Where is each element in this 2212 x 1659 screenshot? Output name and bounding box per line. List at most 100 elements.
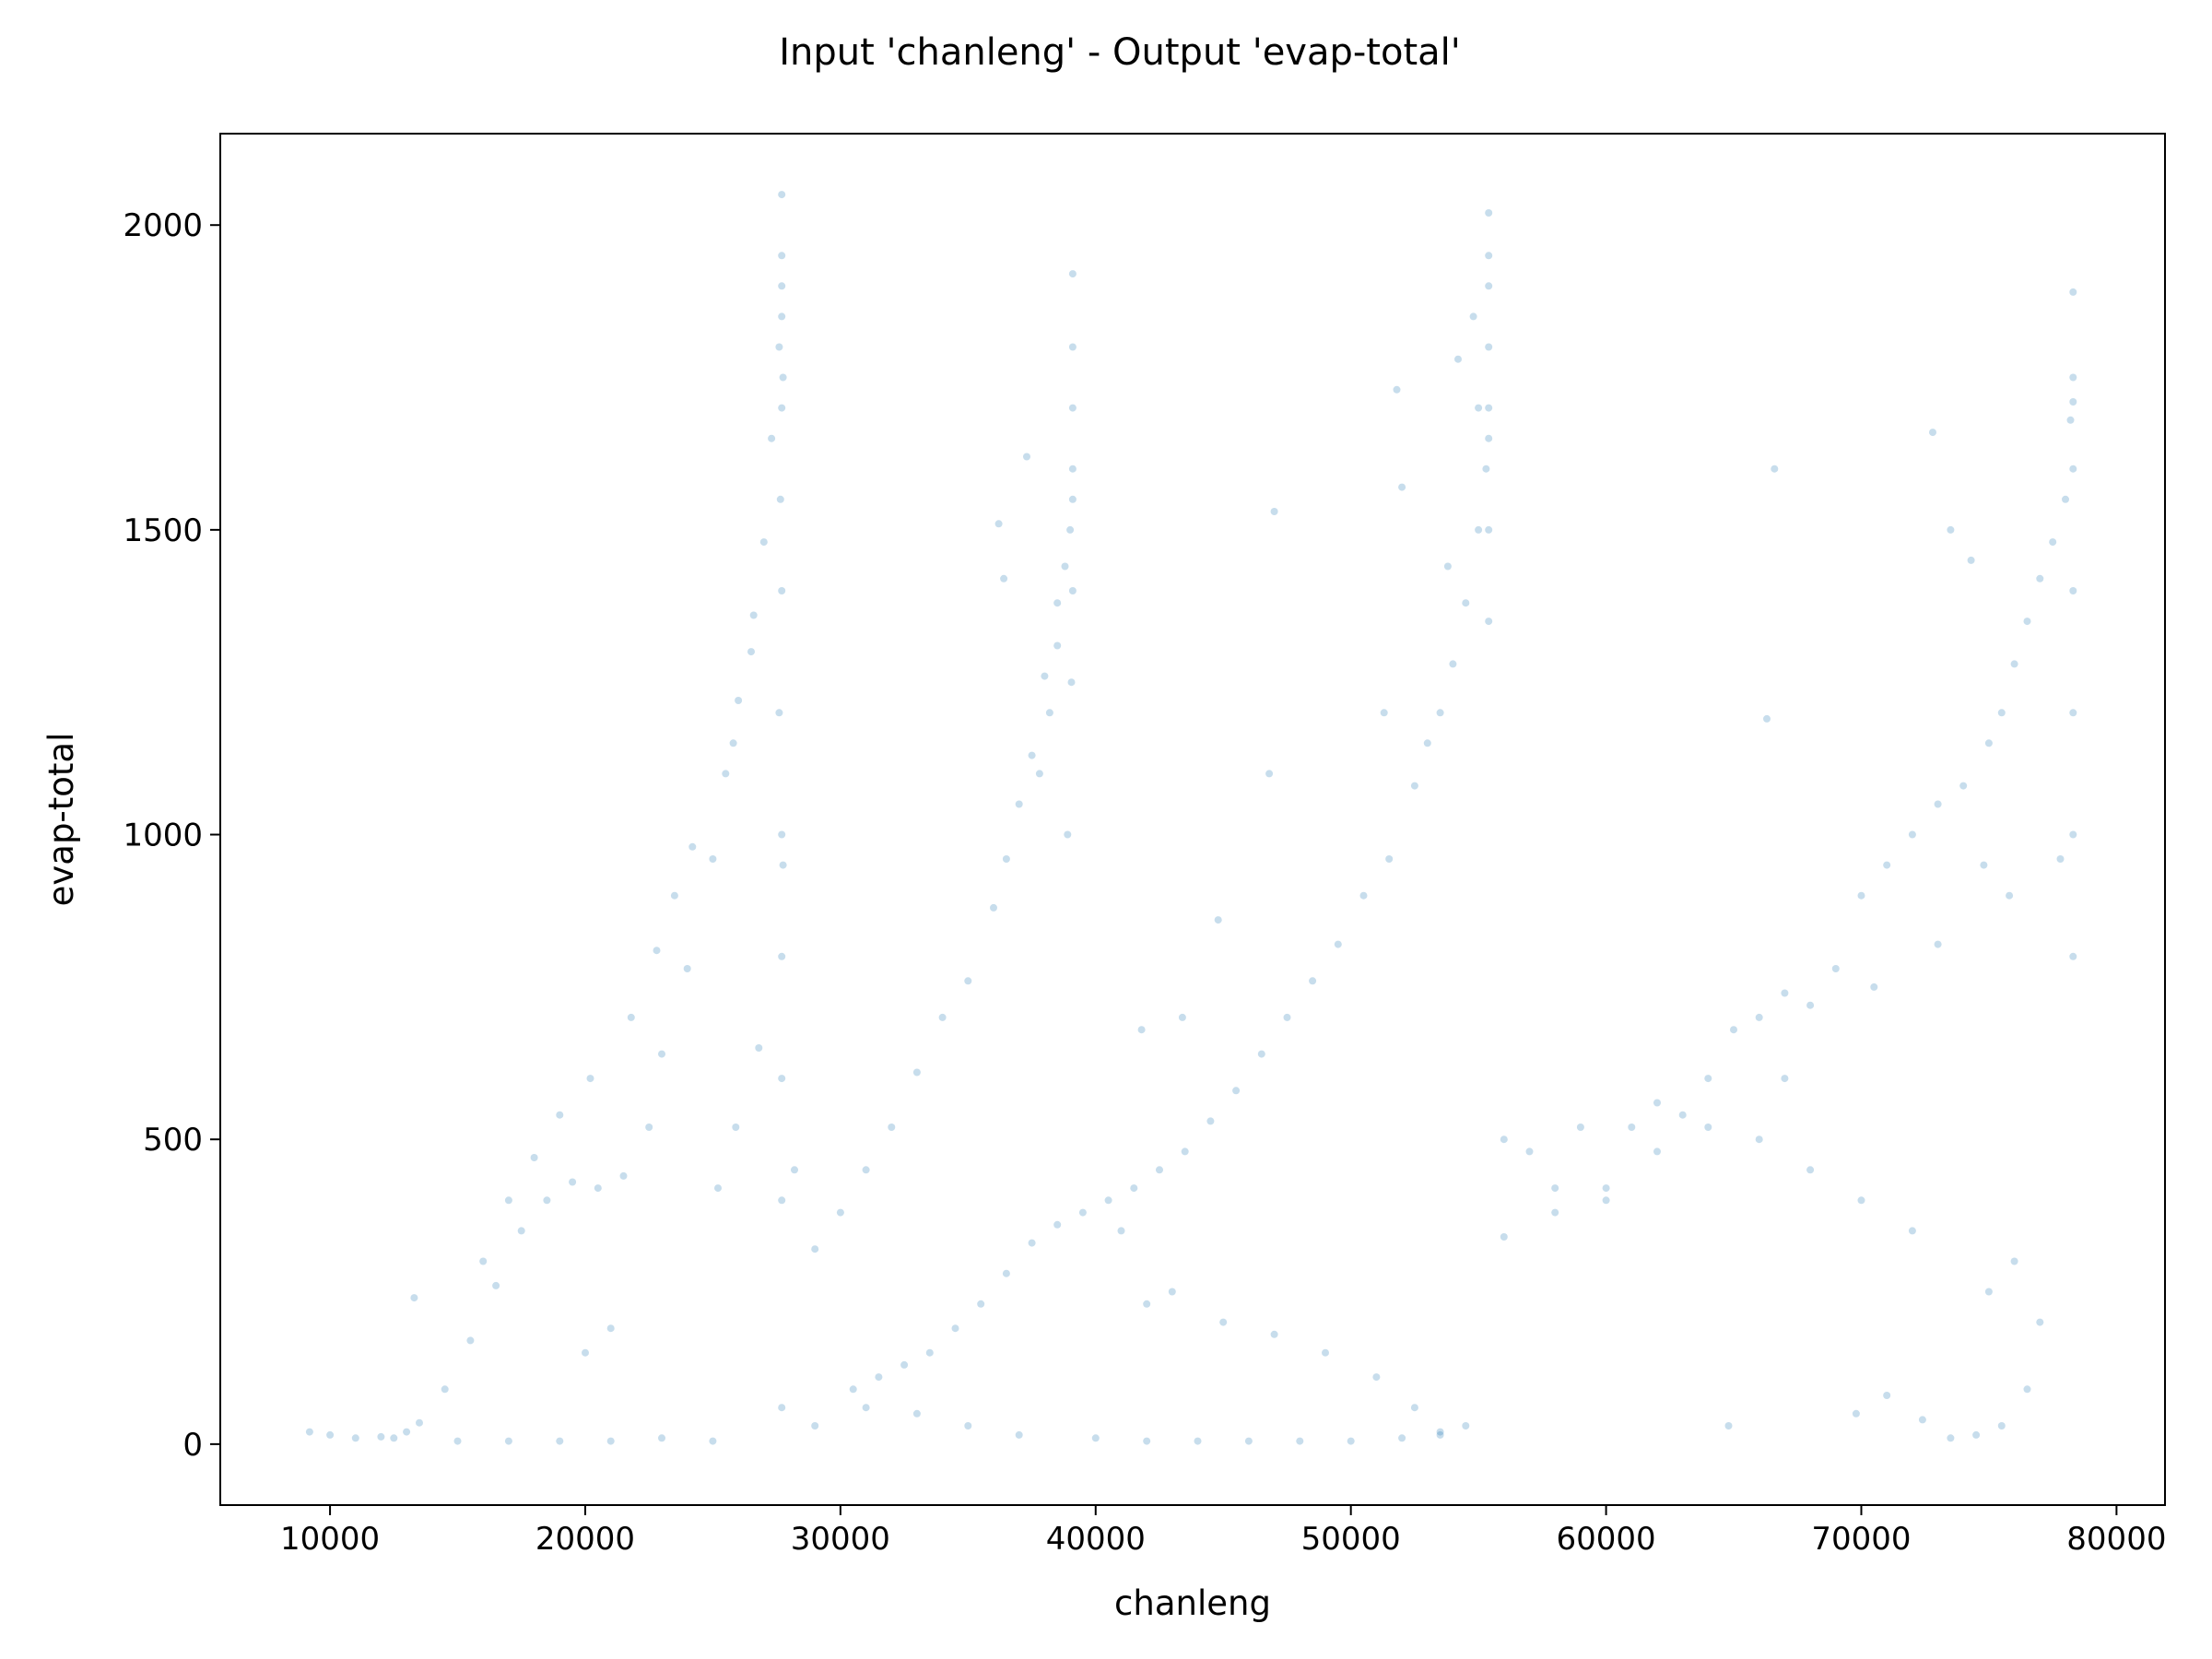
data-point: [1755, 1135, 1763, 1144]
data-point: [2069, 465, 2077, 473]
data-point: [2069, 398, 2077, 406]
data-point: [778, 830, 786, 839]
data-point: [403, 1428, 411, 1436]
data-point: [1806, 1001, 1815, 1009]
data-point: [1309, 977, 1317, 985]
data-point: [504, 1196, 512, 1205]
data-point: [1194, 1437, 1202, 1445]
data-point: [951, 1324, 959, 1333]
data-point: [1143, 1300, 1151, 1308]
data-point: [1002, 855, 1010, 863]
data-point: [1724, 1422, 1733, 1430]
y-tick-label: 2000: [123, 207, 203, 244]
y-tick-label: 0: [182, 1427, 203, 1464]
data-point: [1053, 599, 1062, 607]
data-point: [1380, 709, 1388, 717]
data-point: [2006, 891, 2014, 900]
data-point: [1156, 1166, 1163, 1174]
data-point: [1576, 1124, 1584, 1131]
data-point: [735, 697, 743, 704]
data-point: [2010, 660, 2018, 668]
data-point: [1181, 1147, 1189, 1156]
data-point: [811, 1245, 819, 1253]
data-point: [849, 1385, 857, 1394]
data-point: [778, 1404, 786, 1412]
data-point: [2049, 538, 2057, 547]
data-point: [1270, 1330, 1278, 1338]
data-point: [1035, 770, 1043, 778]
data-point: [714, 1184, 722, 1193]
data-point: [776, 495, 784, 503]
data-point: [569, 1178, 577, 1186]
data-point: [779, 373, 787, 382]
data-point: [1929, 429, 1936, 437]
data-point: [729, 739, 737, 747]
x-tick-label: 40000: [1046, 1521, 1146, 1558]
data-point: [938, 1013, 947, 1021]
data-point: [1704, 1075, 1712, 1083]
data-point: [1771, 465, 1779, 473]
data-point: [1053, 1220, 1062, 1229]
data-point: [1130, 1184, 1138, 1193]
data-point: [653, 947, 661, 955]
data-point: [1475, 525, 1483, 534]
data-point: [645, 1124, 653, 1131]
data-point: [619, 1171, 628, 1180]
data-point: [768, 434, 776, 442]
data-point: [778, 282, 786, 290]
data-point: [1178, 1013, 1186, 1021]
data-point: [1091, 1434, 1100, 1442]
data-point: [1485, 252, 1493, 260]
data-point: [759, 538, 768, 547]
data-point: [2066, 416, 2075, 424]
data-point: [778, 252, 786, 260]
data-point: [1653, 1099, 1661, 1107]
data-point: [586, 1075, 594, 1083]
data-point: [658, 1434, 665, 1442]
data-point: [1068, 465, 1077, 473]
data-point: [410, 1294, 418, 1302]
data-point: [1883, 1392, 1891, 1399]
data-point: [755, 1044, 763, 1052]
data-point: [1602, 1184, 1610, 1193]
data-point: [1972, 1430, 1981, 1439]
data-point: [1398, 483, 1406, 491]
data-point: [1857, 891, 1865, 900]
data-point: [1947, 525, 1955, 534]
data-point: [1068, 343, 1077, 351]
data-point: [305, 1428, 313, 1436]
data-point: [1436, 1430, 1444, 1439]
data-point: [1485, 209, 1493, 217]
data-point: [862, 1404, 870, 1412]
data-point: [1244, 1437, 1253, 1445]
data-point: [1041, 672, 1049, 680]
data-point: [1475, 404, 1483, 412]
data-point: [747, 648, 755, 656]
x-tick-label: 20000: [535, 1521, 635, 1558]
data-point: [1485, 343, 1493, 351]
data-point: [722, 770, 730, 778]
data-point: [888, 1124, 896, 1131]
data-point: [1296, 1437, 1304, 1445]
data-point: [1061, 562, 1069, 571]
data-point: [1143, 1437, 1151, 1445]
data-point: [390, 1434, 398, 1442]
data-point: [2036, 574, 2044, 582]
data-point: [1959, 782, 1968, 790]
x-axis-label: chanleng: [1114, 1583, 1271, 1623]
data-point: [1918, 1416, 1926, 1424]
data-point: [791, 1166, 798, 1174]
data-point: [2069, 709, 2077, 717]
data-point: [2010, 1257, 2018, 1265]
data-point: [1068, 495, 1077, 503]
data-point: [990, 903, 997, 912]
plot-area-frame: [219, 133, 2166, 1506]
data-point: [1068, 587, 1077, 594]
data-point: [778, 191, 786, 199]
data-point: [1653, 1147, 1661, 1156]
data-point: [2036, 1318, 2044, 1326]
data-point: [912, 1409, 921, 1418]
data-point: [1359, 891, 1368, 900]
data-point: [466, 1336, 475, 1345]
data-point: [2056, 855, 2065, 863]
